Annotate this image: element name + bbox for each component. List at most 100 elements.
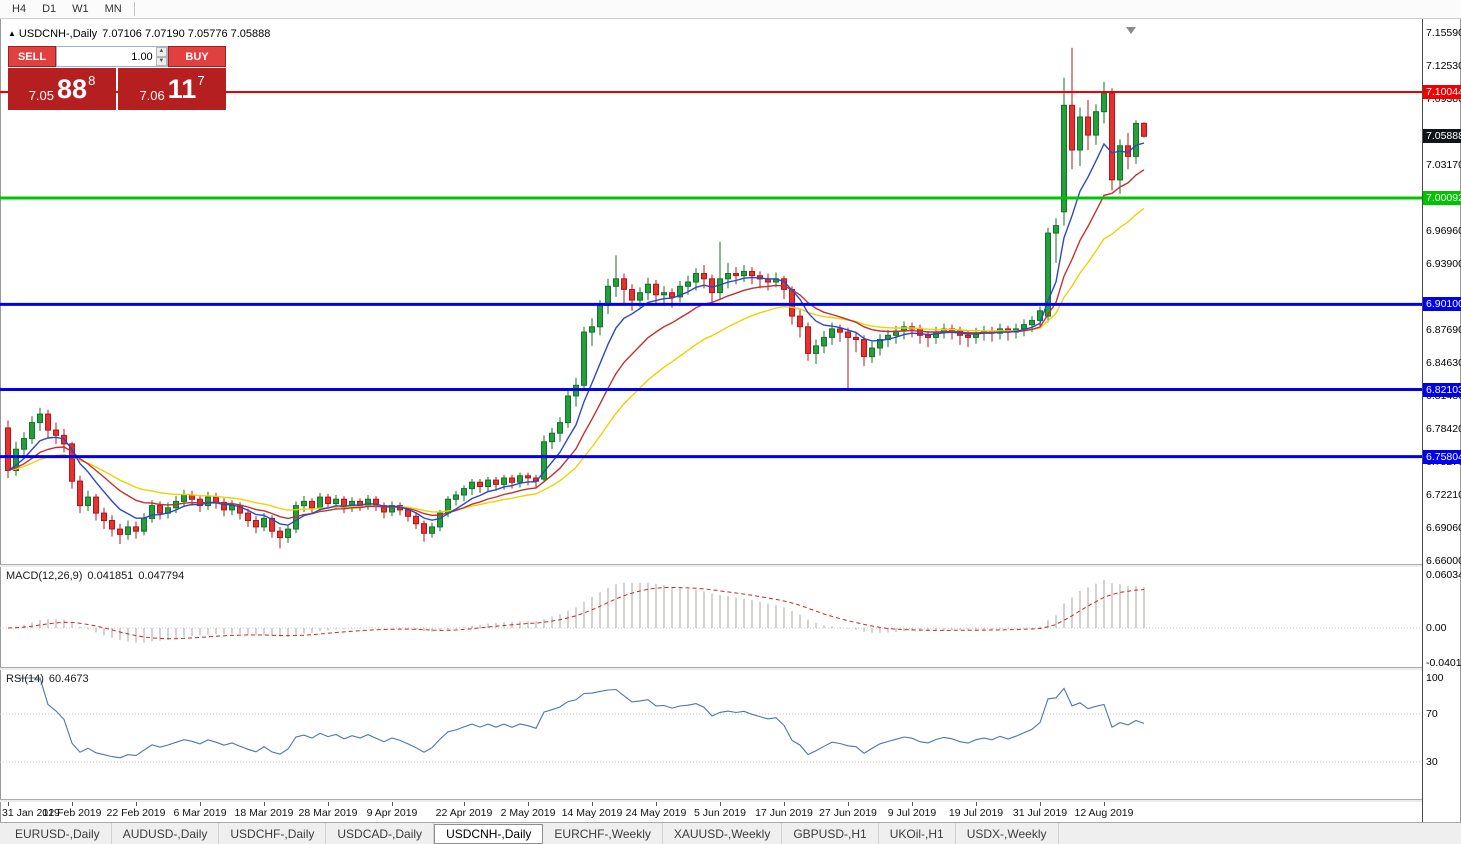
chevron-down-icon[interactable]: ▼	[155, 56, 167, 66]
chart-tab-usdx-weekly[interactable]: USDX-,Weekly	[956, 823, 1059, 844]
time-axis-tick	[264, 802, 265, 806]
time-axis-tick	[912, 802, 913, 806]
time-axis[interactable]: 31 Jan 2019 12 Feb 2019 22 Feb 2019 6 Mar 2…	[0, 802, 1422, 822]
trade-prices-row: 7.05 88 8 7.06 11 7	[8, 68, 226, 110]
buy-price-prefix: 7.06	[139, 88, 165, 103]
time-axis-label: 9 Apr 2019	[366, 807, 418, 819]
price-axis-tick: 7.03170	[1426, 159, 1461, 172]
rsi-indicator-label: RSI(14) 60.4673	[6, 673, 89, 685]
sell-button[interactable]: SELL	[8, 46, 56, 67]
price-level-label: 6.82103	[1423, 382, 1461, 397]
time-axis-tick	[784, 802, 785, 806]
chart-tab-ukoil-h1[interactable]: UKOil-,H1	[879, 823, 956, 844]
main-chart-panel[interactable]: ▲ USDCNH-,Daily 7.07106 7.07190 7.05776 7.…	[0, 19, 1422, 564]
chart-collapse-icon[interactable]: ▲	[8, 29, 16, 38]
rsi-panel[interactable]	[0, 670, 1422, 799]
timeframe-button-d1[interactable]: D1	[42, 3, 57, 15]
time-axis-label: 19 Jul 2019	[948, 807, 1004, 819]
price-axis-tick: 6.66000	[1426, 555, 1461, 567]
time-axis-tick	[848, 802, 849, 806]
price-level-label: 7.00092	[1423, 191, 1461, 205]
chart-tab-usdchf-daily[interactable]: USDCHF-,Daily	[219, 823, 327, 844]
price-axis-tick: 6.72210	[1426, 488, 1461, 501]
time-axis-tick	[200, 802, 201, 806]
time-axis-tick	[976, 802, 977, 806]
buy-price-display[interactable]: 7.06 11 7	[118, 68, 226, 110]
price-axis[interactable]: 7.15590 7.12530 7.09380 7.03170 6.96960 6.939…	[1423, 0, 1461, 844]
macd-axis-label: 0.060343	[1426, 569, 1461, 582]
bid-price-label: 7.05888	[1423, 129, 1461, 144]
candlestick-chart-canvas[interactable]	[0, 19, 1422, 564]
panel-splitter[interactable]	[0, 564, 1422, 567]
time-axis-label: 17 Jun 2019	[755, 807, 813, 819]
price-axis-tick: 7.15590	[1426, 27, 1461, 39]
chart-tab-usdcnh-daily[interactable]: USDCNH-,Daily	[434, 824, 544, 844]
one-click-trading-widget: SELL ▲ ▼ BUY 7.05 88 8 7.06	[8, 46, 226, 110]
price-axis-tick: 6.69060	[1426, 522, 1461, 535]
rsi-axis-label: 100	[1426, 672, 1444, 684]
time-axis-tick	[8, 802, 9, 806]
price-axis-tick: 6.84630	[1426, 356, 1461, 369]
chart-title: ▲ USDCNH-,Daily 7.07106 7.07190 7.05776 7.…	[8, 28, 270, 40]
sell-price-display[interactable]: 7.05 88 8	[8, 68, 116, 110]
time-axis-label: 27 Jun 2019	[819, 807, 877, 819]
chart-tab-bar: EURUSD-,Daily AUDUSD-,Daily USDCHF-,Daily U…	[0, 822, 1461, 844]
time-axis-label: 31 Jul 2019	[1012, 807, 1068, 819]
time-axis-label: 9 Jul 2019	[887, 807, 937, 819]
buy-price-big: 11	[167, 73, 197, 104]
chevron-up-icon[interactable]: ▲	[155, 47, 167, 57]
volume-spinner[interactable]: ▲ ▼	[56, 46, 168, 67]
price-axis-tick: 6.78420	[1426, 422, 1461, 435]
chart-tab-usdcad-daily[interactable]: USDCAD-,Daily	[326, 823, 435, 844]
timeframe-button-h4[interactable]: H4	[12, 3, 27, 15]
timeframe-buttons-group: H4 D1 W1 MN	[4, 3, 130, 15]
time-axis-tick	[464, 802, 465, 806]
chart-tab-xauusd-weekly[interactable]: XAUUSD-,Weekly	[663, 823, 783, 844]
toolbar-separator	[133, 2, 135, 16]
time-axis-label: 31 Jan 2019	[2, 807, 60, 819]
panel-splitter[interactable]	[0, 667, 1422, 670]
buy-price-pip: 7	[197, 73, 205, 88]
time-axis-label: 2 May 2019	[500, 807, 556, 819]
time-axis-tick	[528, 802, 529, 806]
time-axis-label: 6 Mar 2019	[173, 807, 227, 819]
timeframe-button-w1[interactable]: W1	[72, 3, 89, 15]
chart-shift-marker[interactable]	[1126, 27, 1136, 34]
rsi-axis-label: 70	[1426, 708, 1438, 720]
price-level-label: 6.90100	[1423, 297, 1461, 312]
macd-panel[interactable]	[0, 567, 1422, 667]
macd-indicator-label: MACD(12,26,9) 0.041851 0.047794	[6, 570, 184, 582]
time-axis-label: 12 Feb 2019	[42, 807, 102, 819]
trade-controls-row: SELL ▲ ▼ BUY	[8, 46, 226, 67]
buy-button[interactable]: BUY	[168, 46, 226, 67]
time-axis-tick	[1040, 802, 1041, 806]
time-axis-tick	[1104, 802, 1105, 806]
time-axis-label: 28 Mar 2019	[298, 807, 358, 819]
time-axis-label: 12 Aug 2019	[1074, 807, 1134, 819]
macd-name: MACD(12,26,9)	[6, 570, 83, 582]
chart-tab-eurchf-weekly[interactable]: EURCHF-,Weekly	[543, 823, 663, 844]
chart-tab-audusd-daily[interactable]: AUDUSD-,Daily	[112, 823, 220, 844]
time-axis-tick	[656, 802, 657, 806]
chart-tab-eurusd-daily[interactable]: EURUSD-,Daily	[4, 823, 112, 844]
price-axis-tick: 6.96960	[1426, 225, 1461, 238]
time-axis-label: 22 Apr 2019	[435, 807, 493, 819]
sell-price-prefix: 7.05	[28, 88, 55, 103]
time-axis-tick	[392, 802, 393, 806]
price-level-label: 6.75804	[1423, 449, 1461, 464]
macd-axis-label: 0.00	[1426, 622, 1447, 634]
timeframe-button-mn[interactable]: MN	[104, 3, 122, 15]
sell-price-big: 88	[57, 73, 88, 104]
panel-splitter[interactable]	[0, 799, 1422, 802]
rsi-axis-label: 30	[1426, 756, 1438, 768]
time-axis-tick	[328, 802, 329, 806]
rsi-name: RSI(14)	[6, 673, 44, 685]
time-axis-tick	[592, 802, 593, 806]
price-level-label: 7.10044	[1423, 85, 1461, 100]
volume-input[interactable]	[57, 47, 156, 66]
time-axis-label: 24 May 2019	[625, 807, 687, 819]
price-axis-border	[1422, 19, 1423, 822]
chart-tab-gbpusd-h1[interactable]: GBPUSD-,H1	[782, 823, 879, 844]
rsi-value: 60.4673	[48, 673, 89, 685]
